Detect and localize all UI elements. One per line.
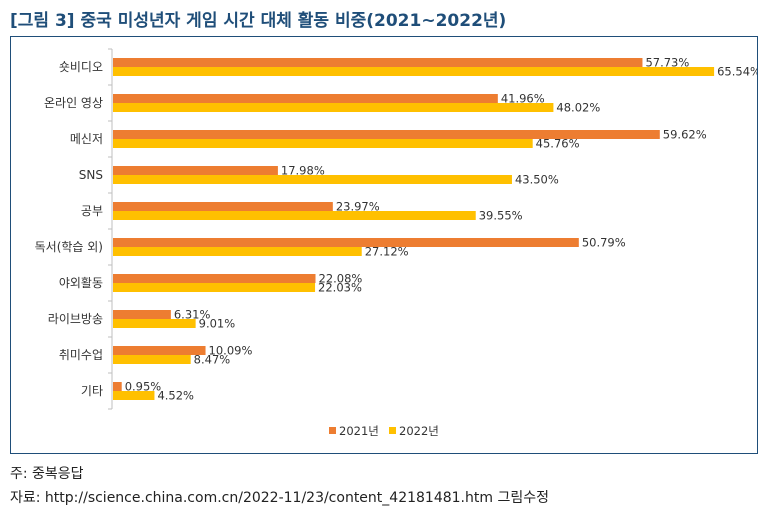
- data-label: 57.73%: [645, 56, 689, 70]
- data-label: 65.54%: [717, 65, 757, 79]
- bar-2021: [113, 58, 643, 67]
- bar-2021: [113, 238, 579, 247]
- data-label: 4.52%: [157, 389, 194, 403]
- legend-swatch-2022: [389, 427, 396, 434]
- legend-swatch-2021: [329, 427, 336, 434]
- legend-label: 2022년: [399, 424, 439, 438]
- data-label: 27.12%: [365, 245, 409, 259]
- bar-2022: [113, 247, 362, 256]
- data-label: 9.01%: [199, 317, 236, 331]
- bar-2022: [113, 355, 191, 364]
- bar-2021: [113, 382, 122, 391]
- bar-2021: [113, 94, 498, 103]
- chart-frame: 숏비디오 57.73% 65.54% 온라인 영상 41.96% 48.02% 메신저 59.…: [10, 36, 758, 454]
- data-label: 8.47%: [194, 353, 231, 367]
- data-label: 50.79%: [582, 236, 626, 250]
- category-label: 취미수업: [59, 348, 103, 362]
- data-label: 39.55%: [479, 209, 523, 223]
- category-label: 독서(학습 외): [35, 240, 103, 254]
- category-label: 라이브방송: [48, 312, 103, 326]
- data-label: 10.09%: [209, 344, 253, 358]
- bar-2022: [113, 283, 316, 292]
- figure-number: [그림 3]: [10, 11, 75, 31]
- legend-label: 2021년: [339, 424, 379, 438]
- data-label: 17.98%: [281, 164, 325, 178]
- data-label: 22.03%: [318, 281, 362, 295]
- bar-2021: [113, 274, 316, 283]
- category-label: 야외활동: [59, 276, 103, 290]
- bar-2022: [113, 139, 533, 148]
- data-label: 45.76%: [536, 137, 580, 151]
- data-label: 48.02%: [556, 101, 600, 115]
- bar-2022: [113, 211, 476, 220]
- source-note: 자료: http://science.china.com.cn/2022-11/…: [10, 490, 549, 506]
- figure-title-text: 중국 미성년자 게임 시간 대체 활동 비중(2021~2022년): [80, 11, 507, 31]
- bar-2022: [113, 175, 512, 184]
- data-label: 22.08%: [319, 272, 363, 286]
- data-label: 6.31%: [174, 308, 211, 322]
- bar-2022: [113, 67, 715, 76]
- data-label: 23.97%: [336, 200, 380, 214]
- bar-2021: [113, 166, 278, 175]
- category-label: 메신저: [70, 132, 103, 146]
- data-label: 59.62%: [663, 128, 707, 142]
- bar-chart: 숏비디오 57.73% 65.54% 온라인 영상 41.96% 48.02% 메신저 59.…: [35, 48, 757, 438]
- bar-2021: [113, 346, 206, 355]
- bar-2022: [113, 103, 554, 112]
- bar-2021: [113, 202, 333, 211]
- data-label: 43.50%: [515, 173, 559, 187]
- category-label: SNS: [79, 168, 103, 182]
- bar-2022: [113, 391, 155, 400]
- data-label: 41.96%: [501, 92, 545, 106]
- category-label: 온라인 영상: [44, 96, 103, 110]
- category-label: 기타: [81, 384, 103, 398]
- category-label: 공부: [81, 204, 103, 218]
- data-label: 0.95%: [125, 380, 162, 394]
- bar-2021: [113, 310, 171, 319]
- figure-title: [그림 3] 중국 미성년자 게임 시간 대체 활동 비중(2021~2022년…: [10, 6, 506, 31]
- bar-2022: [113, 319, 196, 328]
- bar-2021: [113, 130, 660, 139]
- footnote: 주: 중복응답: [10, 466, 84, 482]
- category-label: 숏비디오: [59, 60, 103, 74]
